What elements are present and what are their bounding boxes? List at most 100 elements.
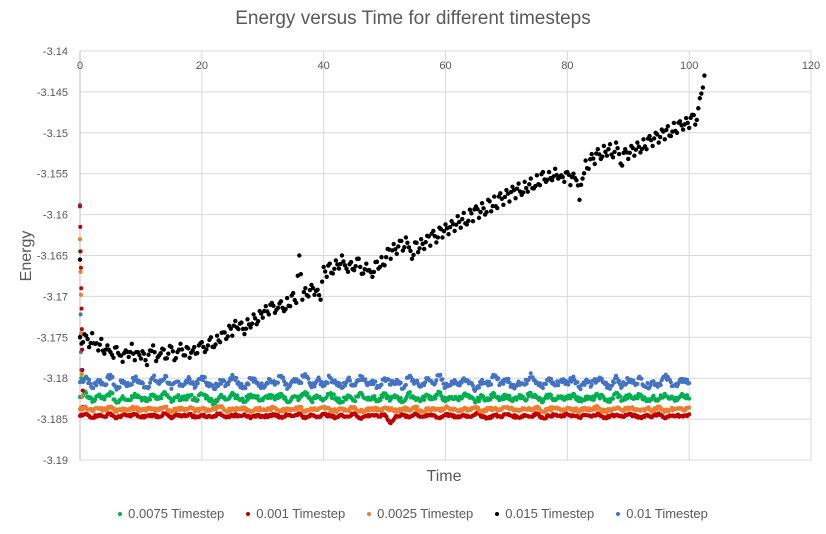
data-point (507, 393, 512, 398)
data-point (524, 381, 529, 386)
data-point (182, 353, 188, 358)
data-point (603, 149, 608, 155)
data-point (164, 404, 169, 409)
data-point (575, 380, 580, 385)
data-point (513, 196, 518, 201)
data-point (300, 297, 305, 302)
data-point (537, 182, 543, 188)
data-point (656, 140, 661, 145)
x-tick-label: 100 (680, 60, 698, 72)
data-point (97, 342, 102, 347)
data-point (639, 393, 644, 398)
data-point (94, 383, 99, 388)
data-point (571, 171, 576, 176)
data-point (651, 393, 656, 398)
data-point (457, 219, 462, 225)
data-point (255, 319, 261, 324)
data-point (639, 376, 644, 381)
data-point (345, 269, 351, 275)
data-point (447, 225, 453, 230)
x-tick-label: 120 (802, 60, 820, 72)
data-point (170, 349, 176, 354)
data-point (379, 254, 384, 260)
x-tick-label: 40 (318, 60, 330, 72)
data-point (587, 379, 592, 384)
data-point (228, 326, 233, 331)
data-point (348, 259, 354, 265)
data-point (200, 378, 205, 383)
data-point (159, 396, 164, 401)
data-point (99, 336, 104, 342)
data-point (152, 349, 157, 355)
data-point (470, 383, 475, 388)
data-point (422, 397, 427, 402)
data-point (439, 393, 444, 398)
data-point (361, 271, 366, 276)
y-tick-label: -3.155 (37, 169, 68, 181)
data-point (488, 209, 494, 214)
data-point (402, 245, 407, 250)
data-point (623, 146, 628, 152)
data-point (189, 392, 194, 397)
data-point (501, 202, 506, 207)
data-point (601, 143, 607, 149)
data-point (702, 73, 707, 78)
data-point (691, 112, 696, 118)
data-point (423, 380, 428, 385)
data-point (91, 386, 96, 391)
data-point (137, 352, 142, 358)
data-point (388, 382, 393, 387)
data-point (190, 348, 195, 353)
data-point (510, 184, 515, 189)
data-point (651, 379, 656, 384)
data-point (321, 264, 326, 270)
data-point (78, 265, 83, 270)
y-tick-label: -3.15 (43, 128, 68, 140)
data-point (232, 392, 237, 397)
data-point (467, 207, 473, 212)
data-point (294, 300, 299, 306)
data-point (624, 381, 629, 386)
data-point (633, 147, 639, 152)
legend: 0.0075 Timestep 0.001 Timestep 0.0025 Time… (0, 506, 826, 521)
data-point (599, 376, 604, 381)
data-point (358, 264, 363, 270)
y-tick-label: -3.185 (37, 414, 68, 426)
data-point (79, 306, 84, 311)
data-point (222, 378, 227, 383)
data-point (80, 394, 85, 399)
data-point (312, 292, 317, 297)
data-point (398, 380, 403, 385)
data-point (516, 181, 521, 186)
data-point (566, 172, 572, 177)
data-point (569, 379, 574, 384)
data-point (687, 381, 692, 386)
data-point (236, 326, 241, 332)
data-point (469, 211, 474, 216)
data-point (146, 352, 151, 357)
data-point (528, 176, 533, 181)
data-point (440, 235, 445, 240)
series-0-001-timestep (78, 204, 692, 426)
data-point (143, 357, 148, 363)
data-point (546, 395, 551, 400)
data-point (438, 372, 443, 377)
data-point (79, 376, 84, 381)
chart-title: Energy versus Time for different timeste… (235, 8, 591, 29)
data-point (687, 412, 692, 417)
data-point (459, 380, 464, 385)
data-point (373, 379, 378, 384)
legend-item: 0.0025 Timestep (367, 506, 473, 521)
data-point (77, 257, 83, 262)
data-point (460, 216, 465, 222)
data-point (336, 396, 341, 401)
data-point (457, 383, 462, 388)
data-point (118, 353, 124, 358)
data-point (582, 382, 587, 387)
data-point (340, 399, 345, 404)
data-point (616, 151, 622, 157)
data-point (263, 304, 268, 309)
data-point (534, 173, 540, 178)
data-point (464, 222, 470, 227)
data-point (501, 381, 506, 386)
